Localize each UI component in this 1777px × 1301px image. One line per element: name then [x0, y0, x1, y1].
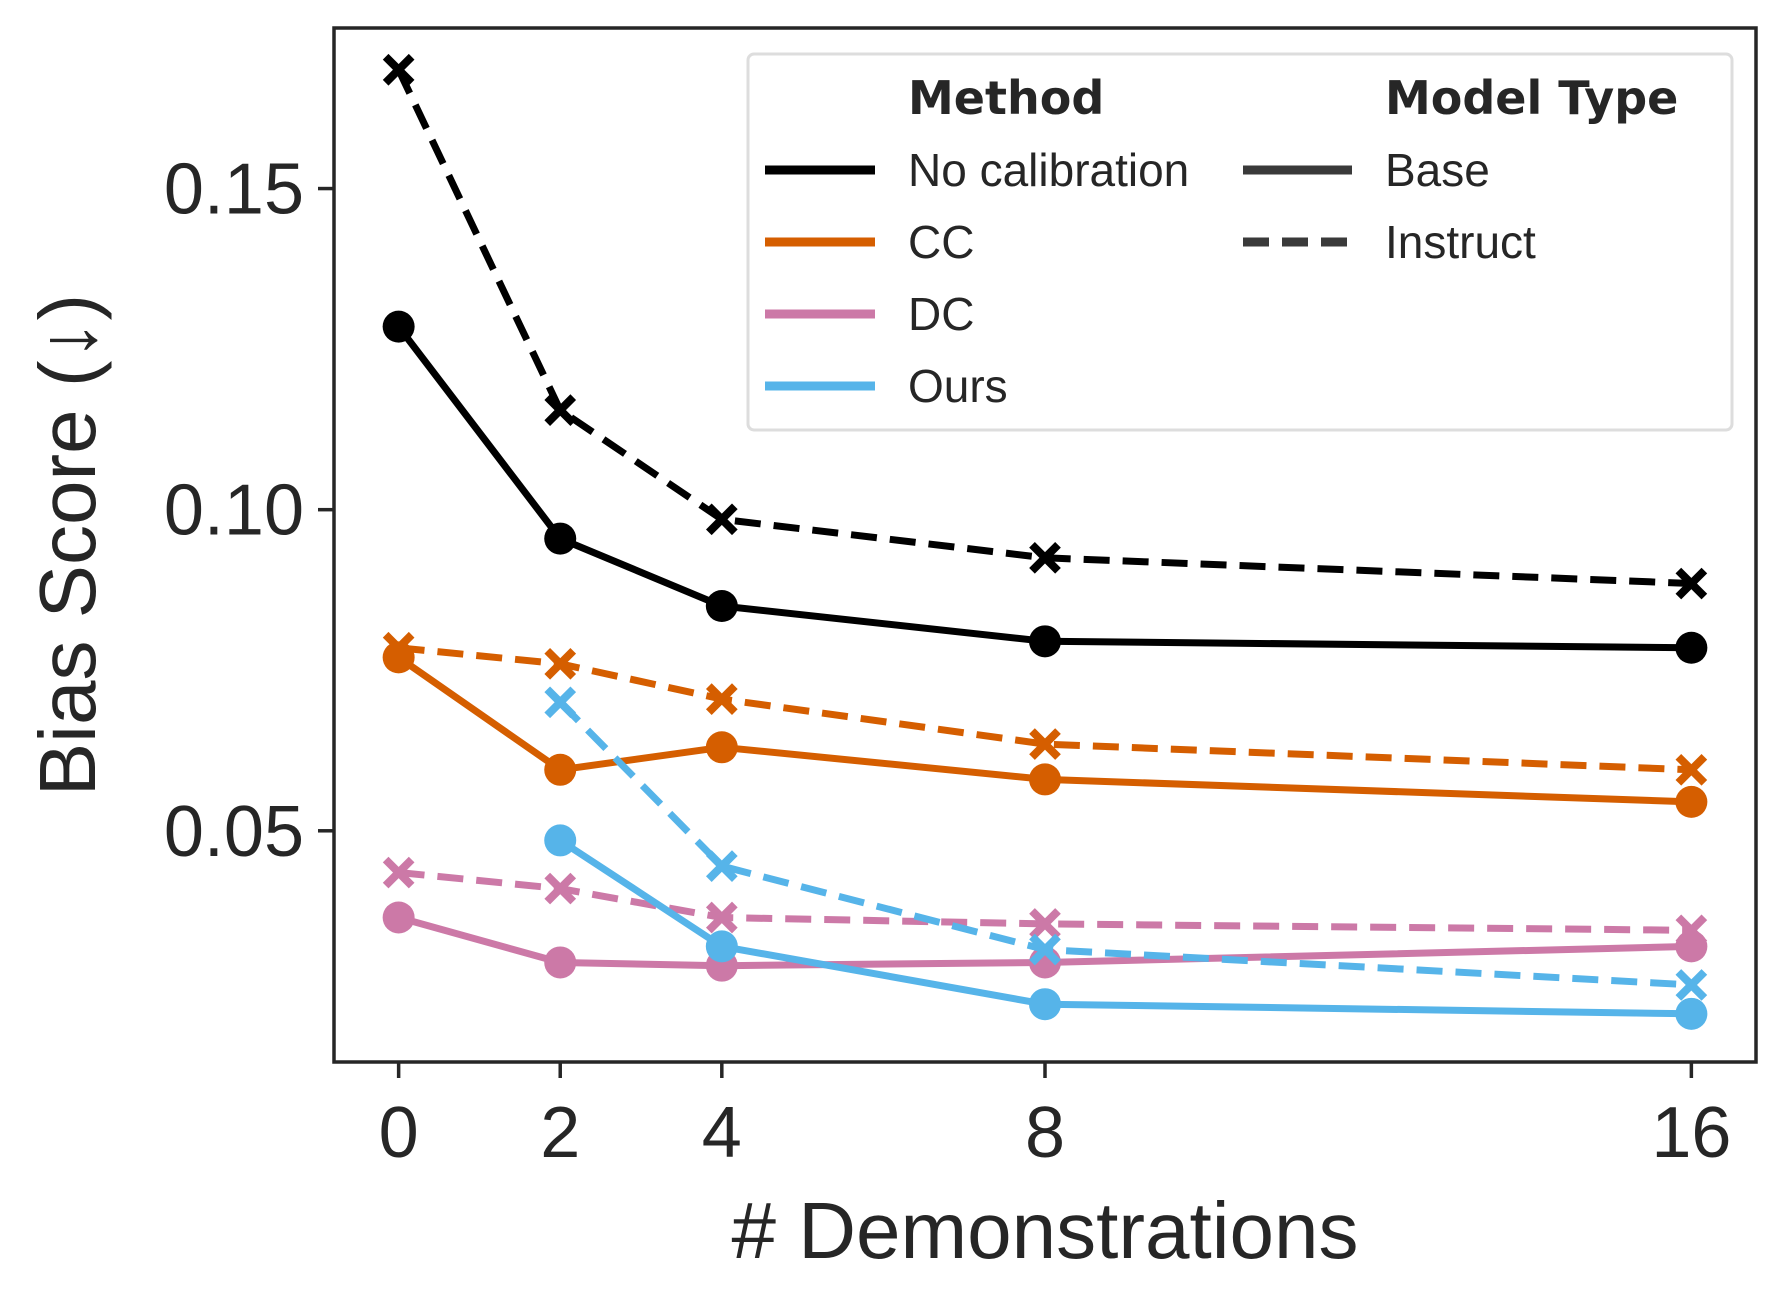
- point-ours-instruct-x8-stroke-b: [1029, 933, 1061, 966]
- series-no-calibration-base: [382, 310, 1708, 664]
- point-no-calibration-instruct-x0: [382, 53, 415, 86]
- point-no-calibration-instruct-x16-stroke-b: [1675, 567, 1708, 600]
- point-cc-instruct-x2-stroke-b: [544, 647, 577, 680]
- legend-methods: No calibration CC DC Ours: [765, 144, 1189, 412]
- point-cc-instruct-x0-stroke-b: [382, 631, 415, 664]
- point-no-calibration-instruct-x2-stroke-b: [544, 394, 577, 426]
- point-no-calibration-instruct-x2: [544, 394, 577, 426]
- y-tick-label-0-10: 0.10: [164, 471, 304, 551]
- legend-label-instruct: Instruct: [1385, 216, 1536, 268]
- point-cc-instruct-x0: [382, 631, 415, 664]
- point-no-calibration-base-x16: [1675, 631, 1708, 664]
- point-ours-base-x8: [1029, 988, 1061, 1021]
- point-ours-instruct-x16-stroke-b: [1675, 969, 1708, 1001]
- x-tick-label-8: 8: [1025, 1093, 1065, 1173]
- point-cc-instruct-x4: [705, 683, 738, 715]
- point-dc-instruct-x0: [382, 856, 415, 889]
- x-tick-label-0: 0: [379, 1093, 419, 1173]
- point-ours-instruct-x4: [705, 850, 738, 882]
- y-axis-label: Bias Score (↓): [23, 294, 112, 796]
- point-no-calibration-base-x2: [544, 522, 577, 555]
- legend-type-title: Model Type: [1385, 71, 1678, 125]
- legend-method-title: Method: [908, 71, 1104, 125]
- point-dc-instruct-x0-stroke-b: [382, 856, 415, 889]
- point-dc-instruct-x8-stroke-b: [1029, 908, 1061, 940]
- point-cc-base-x16: [1675, 785, 1708, 818]
- point-cc-instruct-x16: [1675, 753, 1708, 786]
- point-no-calibration-instruct-x16: [1675, 567, 1708, 600]
- series-cc-base: [382, 641, 1708, 818]
- point-dc-instruct-x4: [705, 901, 738, 934]
- point-cc-instruct-x8-stroke-b: [1029, 728, 1061, 760]
- point-cc-instruct-x4-stroke-b: [705, 683, 738, 715]
- legend: Method Model Type No calibration CC DC Ours…: [746, 52, 1734, 432]
- point-ours-instruct-x2-stroke-b: [544, 686, 577, 719]
- point-dc-instruct-x2: [544, 872, 577, 905]
- series-layer: [382, 53, 1708, 1030]
- point-no-calibration-base-x4: [705, 590, 738, 623]
- point-ours-instruct-x8: [1029, 933, 1061, 966]
- point-cc-instruct-x2: [544, 647, 577, 680]
- legend-box: [746, 52, 1734, 432]
- legend-label-cc: CC: [908, 216, 974, 268]
- series-line-ours-base: [558, 837, 1692, 1018]
- point-cc-instruct-x16-stroke-b: [1675, 753, 1708, 786]
- legend-label-base: Base: [1385, 144, 1490, 196]
- point-ours-base-x2: [544, 824, 577, 857]
- point-dc-instruct-x4-stroke-b: [705, 901, 738, 934]
- point-no-calibration-base-x8: [1029, 625, 1061, 658]
- point-dc-instruct-x2-stroke-b: [544, 872, 577, 905]
- legend-label-no-calibration: No calibration: [908, 144, 1189, 196]
- y-tick-label-0-05: 0.05: [164, 792, 304, 872]
- point-dc-base-x2: [544, 946, 577, 979]
- series-ours-base: [544, 824, 1708, 1030]
- y-axis: 0.05 0.10 0.15: [164, 150, 334, 872]
- series-dc-base: [382, 901, 1708, 982]
- point-cc-base-x8: [1029, 763, 1061, 796]
- legend-label-dc: DC: [908, 288, 974, 340]
- series-ours-instruct: [544, 686, 1708, 1001]
- point-no-calibration-instruct-x0-stroke-b: [382, 53, 415, 86]
- series-dc-instruct: [382, 856, 1708, 947]
- point-dc-instruct-x16-stroke-b: [1675, 914, 1708, 947]
- point-cc-base-x2: [544, 753, 577, 786]
- legend-types: Base Instruct: [1243, 144, 1536, 268]
- series-cc-instruct: [382, 631, 1708, 786]
- point-dc-instruct-x8: [1029, 908, 1061, 940]
- legend-label-ours: Ours: [908, 360, 1008, 412]
- x-tick-label-16: 16: [1651, 1093, 1731, 1173]
- point-no-calibration-instruct-x4: [705, 503, 738, 536]
- series-line-cc-instruct: [398, 644, 1692, 774]
- point-ours-instruct-x16: [1675, 969, 1708, 1001]
- y-tick-label-0-15: 0.15: [164, 150, 304, 230]
- x-axis: 0 2 4 8 16: [379, 1062, 1731, 1173]
- x-tick-label-4: 4: [702, 1093, 742, 1173]
- point-ours-base-x4: [705, 930, 738, 963]
- point-cc-instruct-x8: [1029, 728, 1061, 760]
- point-no-calibration-instruct-x8: [1029, 542, 1061, 574]
- x-tick-label-2: 2: [540, 1093, 580, 1173]
- point-ours-instruct-x4-stroke-b: [705, 850, 738, 882]
- point-no-calibration-base-x0: [382, 310, 415, 343]
- point-ours-base-x16: [1675, 997, 1708, 1030]
- x-axis-label: # Demonstrations: [732, 1186, 1359, 1275]
- point-no-calibration-instruct-x8-stroke-b: [1029, 542, 1061, 574]
- point-dc-instruct-x16: [1675, 914, 1708, 947]
- point-dc-base-x0: [382, 901, 415, 934]
- point-cc-base-x4: [705, 731, 738, 764]
- point-ours-instruct-x2: [544, 686, 577, 719]
- point-no-calibration-instruct-x4-stroke-b: [705, 503, 738, 536]
- series-no-calibration-instruct: [382, 53, 1708, 600]
- series-line-ours-instruct: [557, 699, 1692, 989]
